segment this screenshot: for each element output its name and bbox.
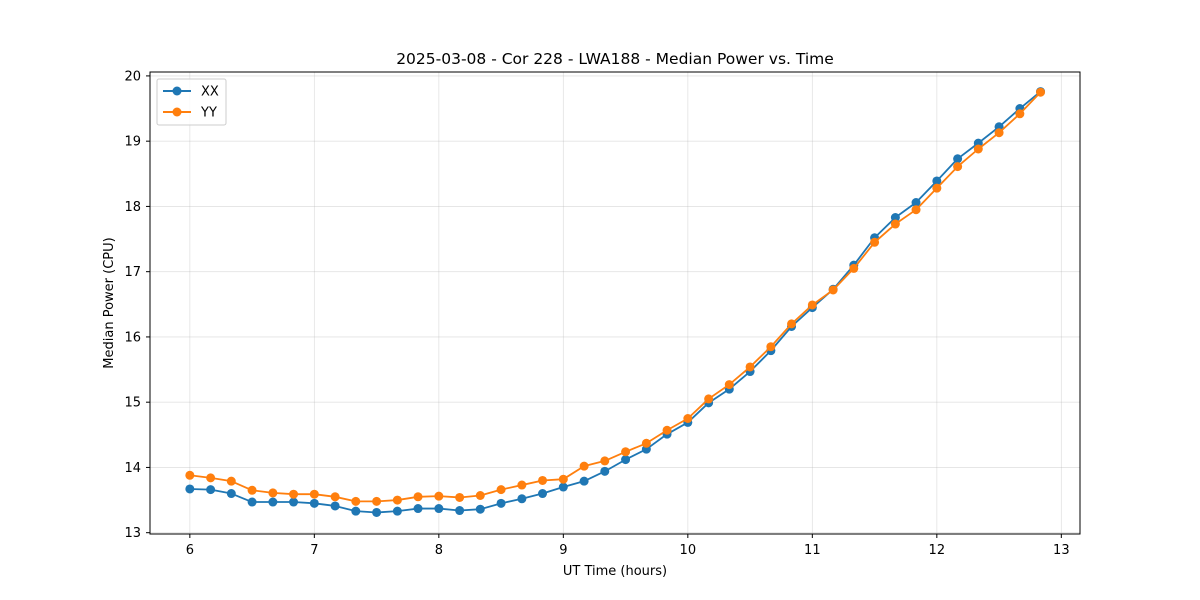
data-point-yy [828, 285, 838, 295]
data-point-xx [309, 498, 319, 508]
y-tick-label: 13 [124, 526, 141, 541]
data-point-xx [475, 504, 485, 514]
data-point-yy [247, 485, 257, 495]
data-point-xx [434, 504, 444, 514]
grid [150, 72, 1080, 534]
data-point-xx [538, 489, 548, 499]
plot-area-frame [149, 71, 1081, 535]
data-point-yy [309, 489, 319, 499]
data-point-xx [517, 494, 527, 504]
data-point-yy [475, 491, 485, 500]
data-point-yy [662, 425, 672, 435]
x-tick-label: 10 [680, 543, 697, 558]
data-point-yy [351, 496, 361, 506]
data-point-xx [206, 485, 216, 495]
data-point-xx [600, 466, 610, 476]
x-tick-label: 12 [929, 543, 946, 558]
data-point-xx [496, 498, 506, 508]
data-point-yy [953, 162, 963, 172]
data-point-yy [683, 414, 693, 423]
data-point-yy [289, 489, 299, 499]
x-tick-label: 9 [559, 543, 567, 558]
legend-label-xx: XX [201, 85, 219, 100]
data-point-yy [641, 438, 651, 448]
data-point-yy [807, 300, 817, 310]
y-tick-label: 17 [124, 265, 141, 280]
data-point-yy [621, 447, 631, 457]
data-point-xx [413, 504, 423, 514]
legend-marker-yy [172, 107, 182, 117]
data-point-yy [932, 183, 942, 193]
y-tick-label: 14 [124, 461, 141, 476]
y-tick-label: 18 [124, 200, 141, 215]
x-axis-label: UT Time (hours) [563, 564, 667, 579]
data-point-yy [911, 205, 921, 215]
data-point-yy [206, 473, 216, 483]
data-point-xx [268, 497, 278, 507]
data-point-yy [330, 492, 340, 502]
data-point-yy [994, 128, 1004, 138]
data-point-xx [558, 482, 568, 492]
data-point-yy [434, 491, 444, 501]
y-tick-label: 19 [124, 135, 141, 150]
chart-title: 2025-03-08 - Cor 228 - LWA188 - Median P… [396, 50, 834, 68]
data-point-xx [247, 497, 257, 507]
x-tick-label: 6 [186, 543, 194, 558]
data-point-xx [455, 506, 465, 516]
y-tick-label: 20 [124, 69, 141, 84]
data-point-yy [392, 495, 402, 505]
data-point-xx [226, 489, 236, 499]
data-point-yy [579, 461, 589, 471]
legend-marker-xx [172, 86, 182, 96]
data-point-yy [1015, 109, 1025, 119]
data-point-yy [745, 362, 755, 372]
data-point-xx [579, 476, 589, 486]
data-point-yy [1036, 87, 1046, 97]
x-tick-label: 7 [310, 543, 318, 558]
data-point-yy [787, 319, 797, 329]
data-point-yy [724, 380, 734, 390]
y-tick-label: 16 [124, 330, 141, 345]
axis-ticks: 6 7 8 9 10 11 12 13 13 14 15 16 17 18 19 20 [124, 69, 1069, 558]
data-point-yy [849, 263, 859, 273]
data-point-yy [413, 492, 423, 502]
data-point-yy [704, 394, 714, 404]
data-point-yy [455, 492, 465, 502]
data-point-yy [890, 219, 900, 229]
data-point-yy [558, 474, 568, 484]
data-point-yy [185, 470, 195, 480]
data-point-xx [890, 213, 900, 223]
data-point-xx [932, 176, 942, 186]
y-axis-label: Median Power (CPU) [102, 237, 117, 368]
data-point-yy [870, 237, 880, 247]
data-point-yy [372, 496, 382, 506]
data-point-yy [766, 342, 776, 352]
series-group [185, 87, 1046, 517]
data-point-xx [330, 501, 340, 511]
x-tick-label: 11 [804, 543, 821, 558]
data-point-yy [517, 480, 527, 490]
data-point-xx [351, 506, 361, 516]
legend: XX YY [156, 78, 227, 126]
x-tick-label: 13 [1053, 543, 1070, 558]
legend-label-yy: YY [200, 106, 217, 121]
data-point-yy [226, 476, 236, 486]
data-point-xx [621, 455, 631, 465]
data-point-xx [392, 506, 402, 516]
data-point-xx [372, 507, 382, 517]
data-point-xx [185, 484, 195, 494]
data-point-yy [538, 475, 548, 485]
data-point-yy [496, 485, 506, 495]
data-point-yy [600, 456, 610, 466]
data-point-yy [268, 488, 278, 498]
data-point-xx [953, 154, 963, 164]
data-point-xx [911, 198, 921, 208]
data-point-yy [973, 144, 983, 154]
y-tick-label: 15 [124, 396, 141, 411]
x-tick-label: 8 [435, 543, 443, 558]
data-point-xx [289, 497, 299, 507]
